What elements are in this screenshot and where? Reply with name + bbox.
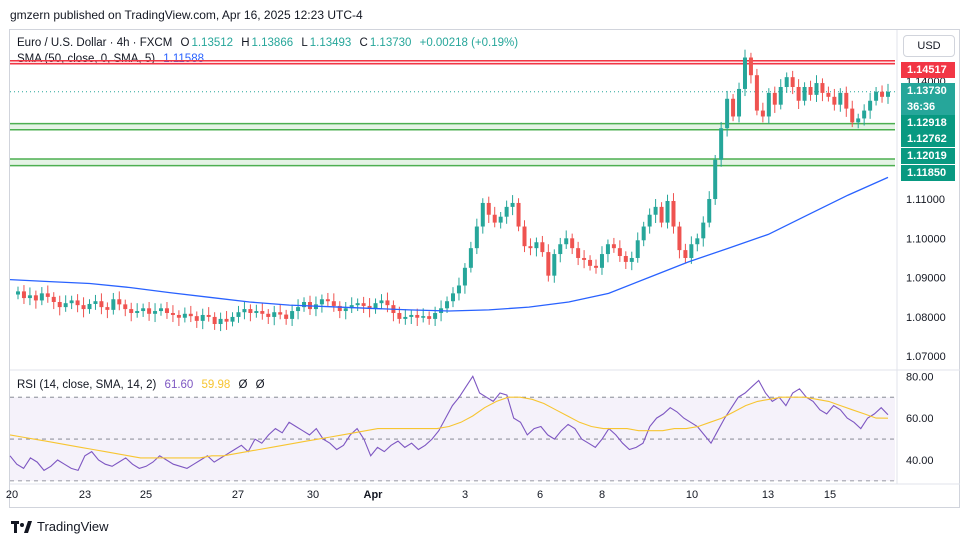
rsi-legend: RSI (14, close, SMA, 14, 2) 61.60 59.98 …: [17, 379, 267, 391]
rsi-label[interactable]: RSI (14, close, SMA, 14, 2): [17, 379, 157, 391]
symbol-legend: Euro / U.S. Dollar · 4h · FXCM O 1.13512 …: [17, 37, 520, 49]
footer-brand-text: TradingView: [37, 519, 109, 534]
rsi-value: 61.60: [164, 379, 194, 391]
currency-button[interactable]: USD: [903, 35, 955, 57]
sma-label[interactable]: SMA (50, close, 0, SMA, 5): [17, 53, 156, 65]
price-tag: 1.14517: [901, 62, 955, 78]
open-value: 1.13512: [191, 37, 234, 49]
footer-brand[interactable]: TradingView: [11, 519, 109, 534]
publish-info: gmzern published on TradingView.com, Apr…: [10, 8, 363, 22]
rsi-extra-1: Ø: [238, 379, 248, 391]
high-value: 1.13866: [251, 37, 294, 49]
low-value: 1.13493: [309, 37, 352, 49]
sma-legend: SMA (50, close, 0, SMA, 5) 1.11588: [17, 53, 206, 65]
price-tag: 1.12019: [901, 148, 955, 164]
rsi-ma-value: 59.98: [201, 379, 231, 391]
close-label: C: [359, 37, 368, 49]
price-tag: 1.13730: [901, 83, 955, 99]
chart-frame: [9, 29, 960, 508]
change-value: +0.00218 (+0.19%): [419, 37, 519, 49]
high-label: H: [241, 37, 250, 49]
symbol-title[interactable]: Euro / U.S. Dollar · 4h · FXCM: [17, 37, 173, 49]
price-tag: 36:36: [901, 99, 955, 115]
close-value: 1.13730: [369, 37, 412, 49]
tradingview-logo-icon: [11, 520, 32, 533]
open-label: O: [180, 37, 190, 49]
header-bar: gmzern published on TradingView.com, Apr…: [0, 0, 970, 30]
price-tag: 1.12762: [901, 131, 955, 147]
price-tag: 1.11850: [901, 165, 955, 181]
price-tag: 1.12918: [901, 115, 955, 131]
rsi-extra-2: Ø: [255, 379, 265, 391]
low-label: L: [301, 37, 308, 49]
sma-value: 1.11588: [163, 53, 204, 65]
